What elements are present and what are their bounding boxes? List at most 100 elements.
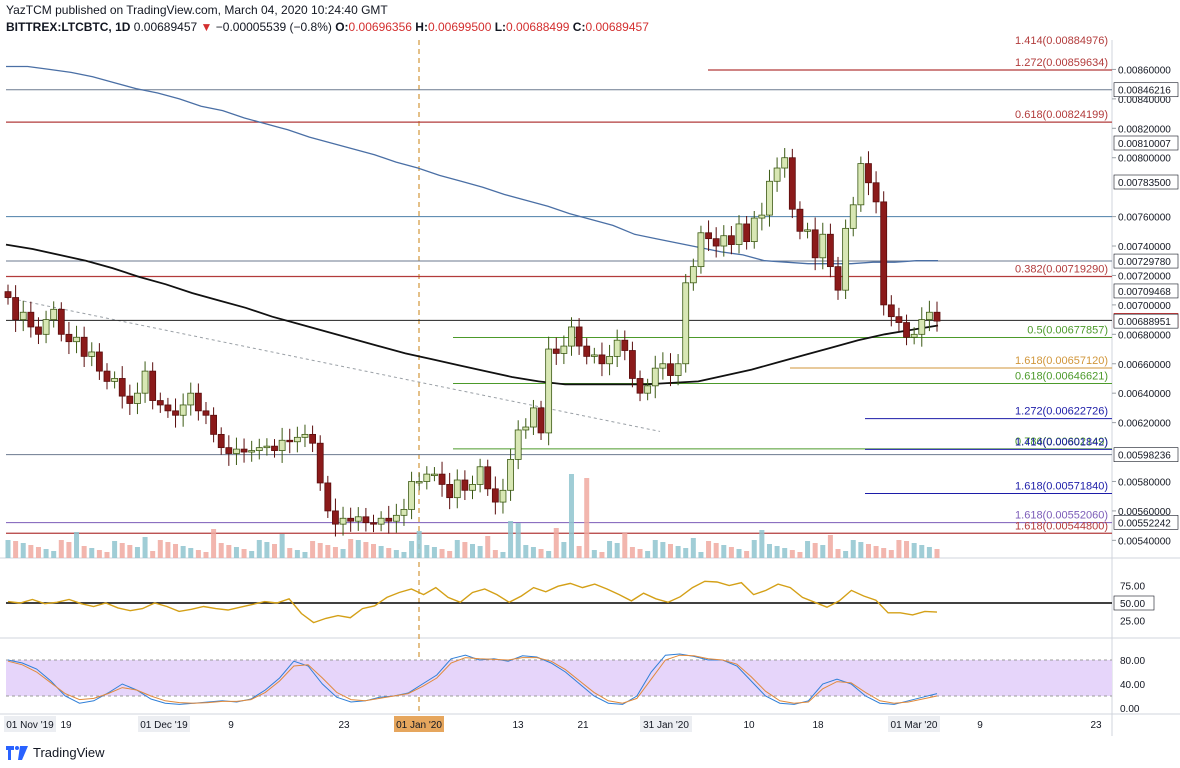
volume-bar (652, 540, 658, 558)
volume-bar (20, 543, 26, 558)
candle (636, 378, 644, 394)
candle (27, 311, 35, 328)
candle (408, 481, 415, 510)
time-axis-badge (888, 716, 940, 732)
candle (629, 350, 636, 379)
candle (385, 517, 393, 522)
fib-level-label: 1.414(0.00884976) (1015, 35, 1108, 47)
candle (880, 201, 888, 306)
volume-bar (751, 540, 757, 558)
candle (750, 217, 758, 243)
fib-level-label: 1.272(0.00859634) (1015, 57, 1108, 69)
volume-bar (310, 541, 316, 558)
price-level-badge (1113, 515, 1179, 530)
open-value: 0.00696356 (348, 20, 412, 34)
horizontal-levels (6, 89, 1112, 456)
volume-bar (264, 542, 270, 558)
candle (233, 448, 240, 454)
price-level-badge (1113, 174, 1179, 190)
symbol-bar: BITTREX:LTCBTC, 1D 0.00689457 ▼ −0.00005… (6, 20, 649, 34)
candle (469, 484, 476, 491)
volume-bar (690, 538, 696, 558)
volume-bar (500, 552, 506, 558)
fib-level-label: 1.272(0.00622726) (1015, 406, 1108, 418)
candle (438, 473, 446, 485)
candle (712, 238, 720, 247)
volume-bar (835, 549, 841, 558)
volume-bar (119, 543, 125, 558)
volume-bar (272, 544, 278, 558)
price-level-label: 0.00729780 (1118, 257, 1171, 268)
candle (530, 407, 537, 428)
price-axis-label: 0.00720000 (1118, 271, 1171, 282)
volume-bar (599, 552, 605, 558)
price-level-badge (1113, 135, 1179, 151)
candle (514, 429, 522, 460)
volume-bar (218, 543, 224, 558)
price-axis-label: 0.00660000 (1118, 360, 1171, 371)
candle (682, 282, 690, 365)
candle (95, 351, 103, 372)
volume-bar (355, 540, 361, 558)
candle (240, 448, 248, 453)
price-axis-label: 0.00700000 (1118, 301, 1171, 312)
time-axis-label: 18 (812, 720, 824, 731)
fib-level-label: 1.618(0.00571840) (1015, 480, 1108, 492)
candle (446, 484, 454, 499)
volume-bar (195, 550, 201, 558)
price-level-label: 0.00709468 (1118, 287, 1171, 298)
fib-level-label: 0.618(0.00824199) (1015, 109, 1108, 121)
candle (865, 163, 872, 184)
candle (773, 167, 781, 182)
candle (73, 336, 80, 343)
time-axis-label: 19 (60, 720, 72, 731)
volume-bar (896, 540, 902, 558)
stoch-rsi-pane: 80.00 40.00 0.00 (6, 653, 1145, 715)
volume-bar (713, 543, 719, 558)
symbol-name: BITTREX:LTCBTC, 1D (6, 20, 131, 34)
candle (887, 304, 895, 318)
volume-bar (759, 530, 765, 558)
volume-bar (629, 547, 635, 558)
volume-bar (96, 550, 102, 558)
volume-bar (462, 542, 468, 558)
candle (347, 517, 355, 522)
price-level-badge (1113, 253, 1179, 269)
price-level-label: 0.00688951 (1118, 317, 1171, 328)
volume-bar (820, 545, 826, 558)
volume-bar (805, 541, 811, 558)
volume-bar (416, 531, 422, 558)
candle (537, 407, 545, 434)
volume-bar (165, 542, 171, 558)
candle (50, 308, 58, 321)
stoch-axis-label: 0.00 (1120, 704, 1140, 715)
volume-bar (431, 547, 437, 558)
volume-bar (881, 548, 887, 558)
volume-bar (134, 547, 140, 558)
candle (568, 326, 575, 347)
volume-bar (439, 549, 445, 558)
time-axis-label: 31 Jan '20 (643, 720, 689, 731)
candle (225, 447, 233, 454)
volume-bar (645, 551, 651, 558)
volume-bar (698, 552, 704, 558)
candle (720, 235, 728, 247)
candle (834, 266, 842, 291)
volume-bar (89, 548, 95, 558)
footer-brand[interactable]: TradingView (6, 745, 105, 760)
candle (583, 345, 591, 357)
candle (857, 163, 865, 206)
volume-bar (470, 544, 475, 558)
candle (42, 319, 50, 335)
price-level-badge (1113, 82, 1179, 98)
candle (324, 482, 332, 512)
candle (65, 333, 73, 343)
candle (453, 479, 461, 499)
high-value: 0.00699500 (427, 20, 492, 34)
chart-canvas[interactable]: 1.414(0.00884976) 1.272(0.00859634) 0.618(… (0, 0, 1180, 740)
price-axis-label: 0.00560000 (1118, 507, 1171, 518)
volume-bar (607, 541, 613, 558)
candle (659, 363, 667, 369)
time-axis-label: 13 (512, 720, 524, 731)
time-axis-badge (138, 716, 190, 732)
